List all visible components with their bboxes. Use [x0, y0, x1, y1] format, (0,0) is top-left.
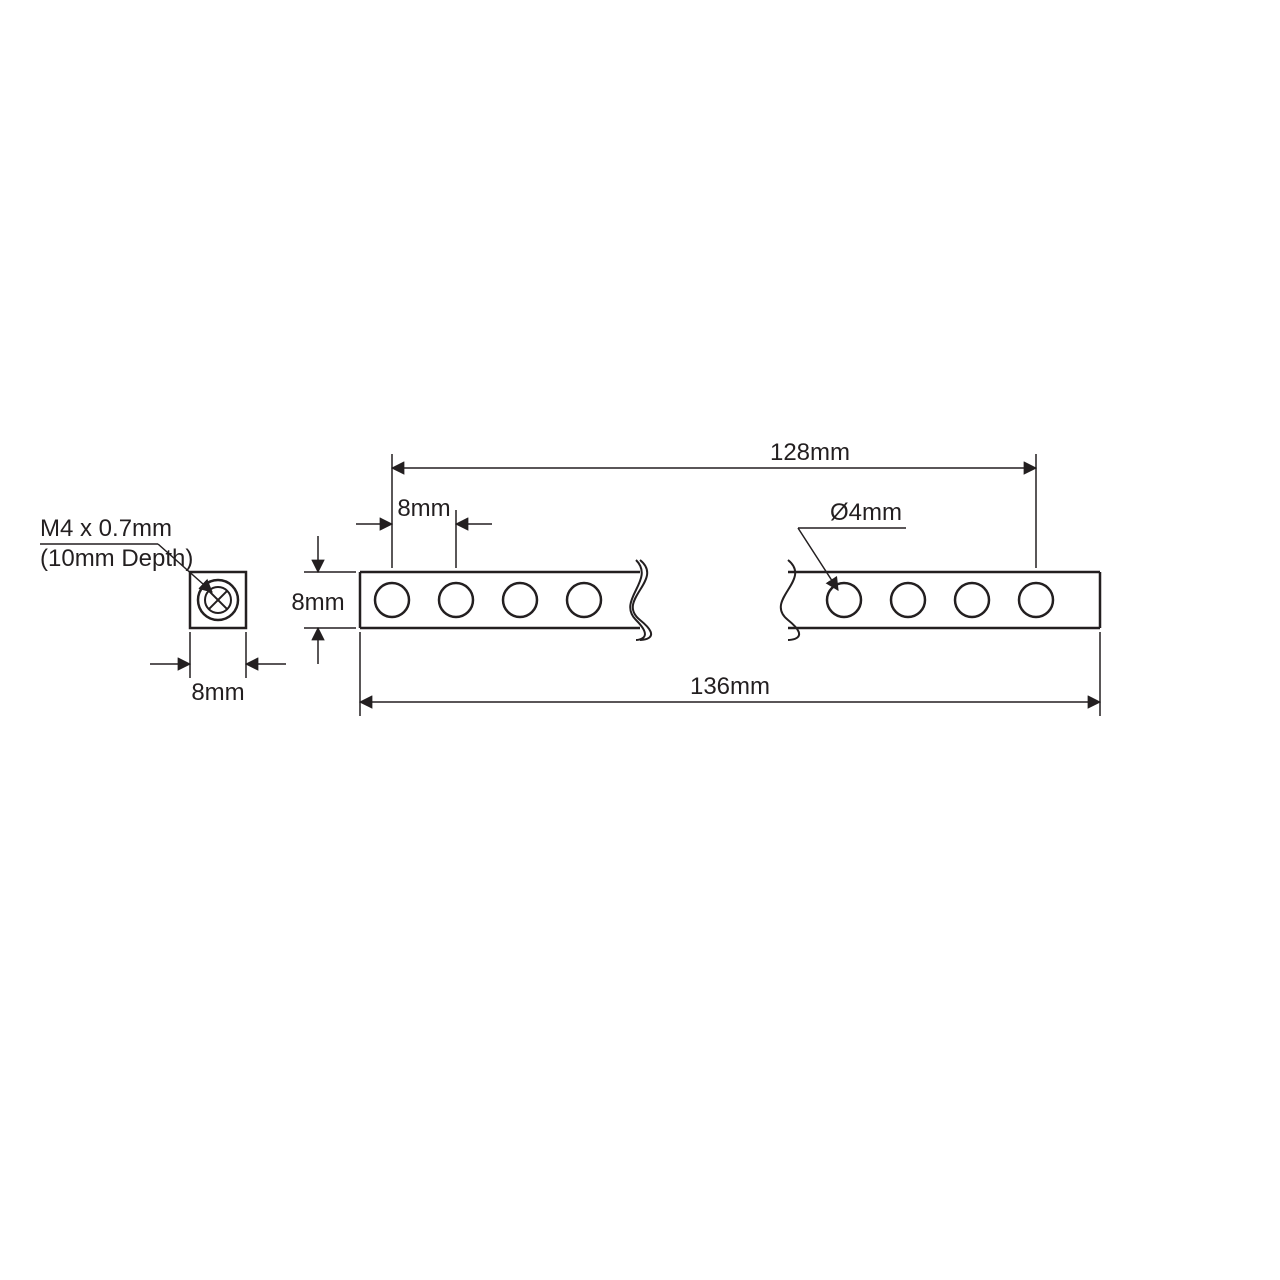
hole-icon — [955, 583, 989, 617]
hole-icon — [503, 583, 537, 617]
beam-front-view — [360, 560, 1100, 640]
hole-spacing-label: 8mm — [397, 495, 450, 522]
beam-height-label: 8mm — [291, 589, 344, 616]
hole-diameter-callout: Ø4mm — [798, 499, 906, 590]
thread-label-line1: M4 x 0.7mm — [40, 515, 172, 542]
engineering-drawing: 8mm M4 x 0.7mm (10mm Depth) — [0, 0, 1280, 1280]
hole-span-label: 128mm — [770, 439, 850, 466]
total-length-dimension: 136mm — [360, 632, 1100, 716]
thread-callout: M4 x 0.7mm (10mm Depth) — [40, 515, 212, 592]
thread-label-line2: (10mm Depth) — [40, 545, 193, 572]
hole-icon — [567, 583, 601, 617]
hole-icon — [439, 583, 473, 617]
total-length-label: 136mm — [690, 673, 770, 700]
hole-diameter-label: Ø4mm — [830, 499, 902, 526]
endview-width-dimension: 8mm — [150, 632, 286, 706]
hole-span-dimension: 128mm — [392, 439, 1036, 568]
hole-icon — [827, 583, 861, 617]
hole-spacing-dimension: 8mm — [356, 495, 492, 568]
hole-icon — [375, 583, 409, 617]
hole-icon — [891, 583, 925, 617]
endview-width-label: 8mm — [191, 679, 244, 706]
hole-icon — [1019, 583, 1053, 617]
beam-height-dimension: 8mm — [291, 536, 356, 664]
